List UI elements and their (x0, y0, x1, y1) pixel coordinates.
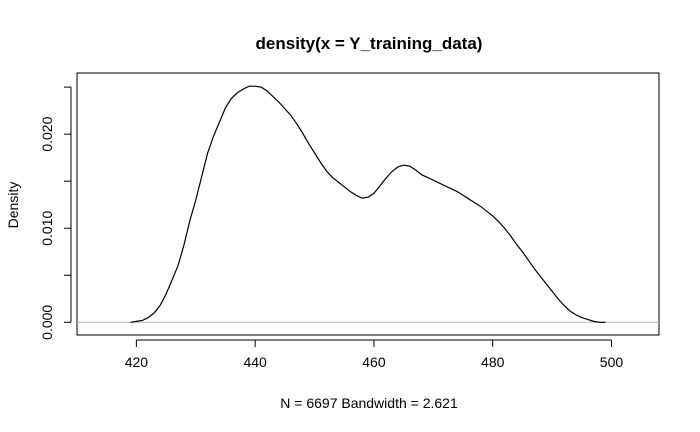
y-axis-label: Density (5, 182, 21, 229)
x-tick-label: 460 (362, 354, 386, 370)
y-axis: 0.000 0.010 0.020 (39, 86, 72, 340)
y-tick-label: 0.020 (39, 116, 55, 151)
x-axis: 420 440 460 480 500 (125, 339, 624, 370)
y-tick-label: 0.010 (39, 210, 55, 245)
chart-title: density(x = Y_training_data) (256, 34, 483, 53)
x-tick-label: 420 (125, 354, 149, 370)
x-tick-label: 440 (243, 354, 267, 370)
density-curve (130, 85, 606, 323)
x-axis-label: N = 6697 Bandwidth = 2.621 (280, 395, 458, 411)
y-tick-label: 0.000 (39, 305, 55, 340)
plot-frame (76, 72, 660, 336)
x-tick-label: 480 (481, 354, 505, 370)
x-tick-label: 500 (600, 354, 624, 370)
